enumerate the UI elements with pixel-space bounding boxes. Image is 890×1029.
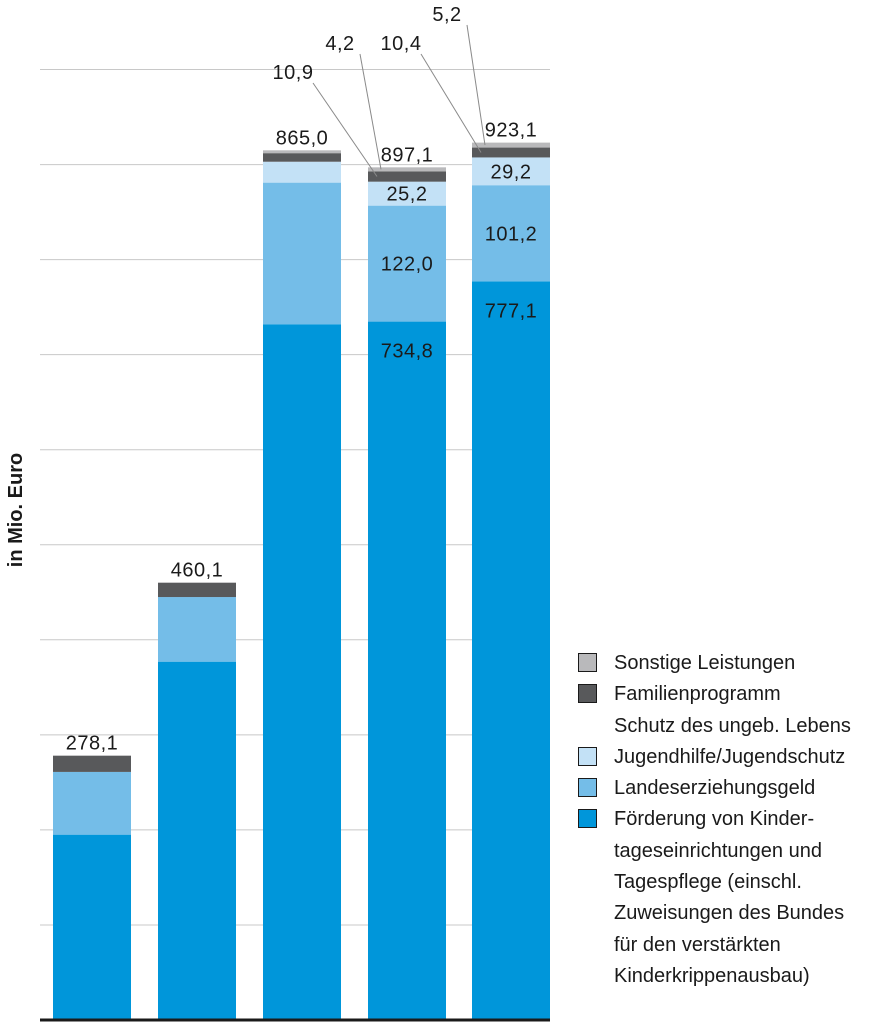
legend-label: Schutz des ungeb. Lebens (614, 714, 851, 737)
bar-1980-familienprogramm (53, 755, 131, 772)
legend-label: Zuweisungen des Bundes (614, 902, 845, 925)
bar-2008-jugendhilfe (263, 161, 341, 183)
legend: Sonstige Leistungen Familienprogramm Schut… (578, 648, 883, 992)
legend-label: Tagespflege (einschl. (614, 871, 802, 894)
legend-swatch (578, 778, 597, 798)
legend-item: Kinderkrippenausbau) (578, 961, 883, 992)
legend-label: Förderung von Kinder- (614, 808, 815, 831)
y-axis-label: in Mio. Euro (5, 453, 27, 567)
bar-1990-familienprogramm (158, 582, 236, 598)
value-label-2010-landeserziehungsgeld: 101,2 (485, 223, 538, 245)
callout-leader-lines (312, 24, 486, 177)
legend-label: Sonstige Leistungen (614, 652, 796, 674)
leader-line-2010-5-2 (466, 24, 486, 146)
legend-label: tageseinrichtungen und (614, 839, 822, 862)
legend-swatch (578, 746, 597, 766)
bar-1990-foerderung (158, 661, 236, 1020)
legend-label: für den verstärkten (614, 933, 781, 956)
value-label-2009-jugendhilfe: 25,2 (387, 184, 428, 206)
bar-2010-jugendhilfe (472, 157, 550, 186)
legend-label: Jugendhilfe/Jugendschutz (614, 745, 846, 768)
bar-2008-landeserziehungsgeld (263, 182, 341, 325)
value-label-2010-foerderung: 777,1 (485, 300, 538, 322)
total-label-1990: 460,1 (171, 560, 224, 582)
legend-label: Kinderkrippenausbau) (614, 964, 810, 987)
bar-2010-familienprogramm (472, 147, 550, 158)
legend-item: Landeserziehungsgeld (578, 773, 883, 804)
bar-1980-foerderung (53, 834, 131, 1020)
leader-line-2009-10-9 (312, 82, 378, 177)
callout-label-2009-4-2: 4,2 (325, 33, 354, 55)
legend-item: Schutz des ungeb. Lebens (578, 711, 883, 742)
bars (53, 142, 550, 1020)
leader-line-2009-4-2 (359, 53, 382, 170)
total-label-1980: 278,1 (66, 733, 119, 755)
bar-2009-landeserziehungsgeld (368, 205, 446, 322)
bar-1990-landeserziehungsgeld (158, 597, 236, 662)
total-label-2009: 897,1 (381, 144, 434, 166)
leader-line-2010-10-4 (420, 53, 482, 153)
legend-item: Sonstige Leistungen (578, 648, 883, 679)
bar-2010-foerderung (472, 281, 550, 1020)
legend-item: Tagespflege (einschl. (578, 867, 883, 898)
legend-label: Familienprogramm (614, 683, 781, 706)
bar-2010-landeserziehungsgeld (472, 185, 550, 282)
bar-2008-sonstige (263, 150, 341, 154)
legend-item: für den verstärkten (578, 930, 883, 961)
bar-2008-familienprogramm (263, 153, 341, 162)
value-label-2009-landeserziehungsgeld: 122,0 (381, 254, 434, 276)
callout-label-2010-5-2: 5,2 (432, 4, 461, 26)
data-labels: 278,1 460,1 865,0 897,1 923,1 734,8 777,1 122,0… (66, 4, 538, 755)
legend-label: Landeserziehungsgeld (614, 777, 816, 800)
bar-2009-foerderung (368, 321, 446, 1020)
bar-2010-sonstige (472, 142, 550, 148)
bar-1980-landeserziehungsgeld (53, 771, 131, 835)
callout-label-2010-10-4: 10,4 (381, 33, 422, 55)
legend-swatch (578, 653, 597, 672)
legend-item: Förderung von Kinder- (578, 804, 883, 835)
bar-2009-sonstige (368, 167, 446, 172)
legend-item: tageseinrichtungen und (578, 836, 883, 867)
legend-item: Familienprogramm (578, 679, 883, 710)
legend-swatch (578, 809, 597, 829)
bar-2008-foerderung (263, 324, 341, 1020)
total-label-2010: 923,1 (485, 120, 538, 142)
legend-swatch (578, 684, 597, 704)
total-label-2008: 865,0 (276, 127, 329, 149)
legend-item: Zuweisungen des Bundes (578, 898, 883, 929)
legend-item: Jugendhilfe/Jugendschutz (578, 742, 883, 773)
bar-2009-jugendhilfe (368, 181, 446, 206)
value-label-2009-foerderung: 734,8 (381, 341, 434, 363)
bar-2009-familienprogramm (368, 171, 446, 182)
value-label-2010-jugendhilfe: 29,2 (491, 161, 532, 183)
callout-label-2009-10-9: 10,9 (273, 62, 314, 84)
